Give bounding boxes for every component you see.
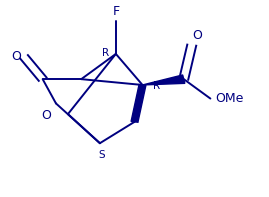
Text: R: R: [102, 48, 109, 58]
Text: O: O: [192, 29, 202, 42]
Polygon shape: [131, 85, 146, 122]
Text: F: F: [112, 5, 119, 18]
Text: R: R: [153, 81, 160, 91]
Text: OMe: OMe: [216, 92, 244, 105]
Text: S: S: [98, 150, 105, 160]
Text: O: O: [11, 50, 21, 63]
Polygon shape: [143, 75, 185, 85]
Text: O: O: [41, 109, 51, 122]
